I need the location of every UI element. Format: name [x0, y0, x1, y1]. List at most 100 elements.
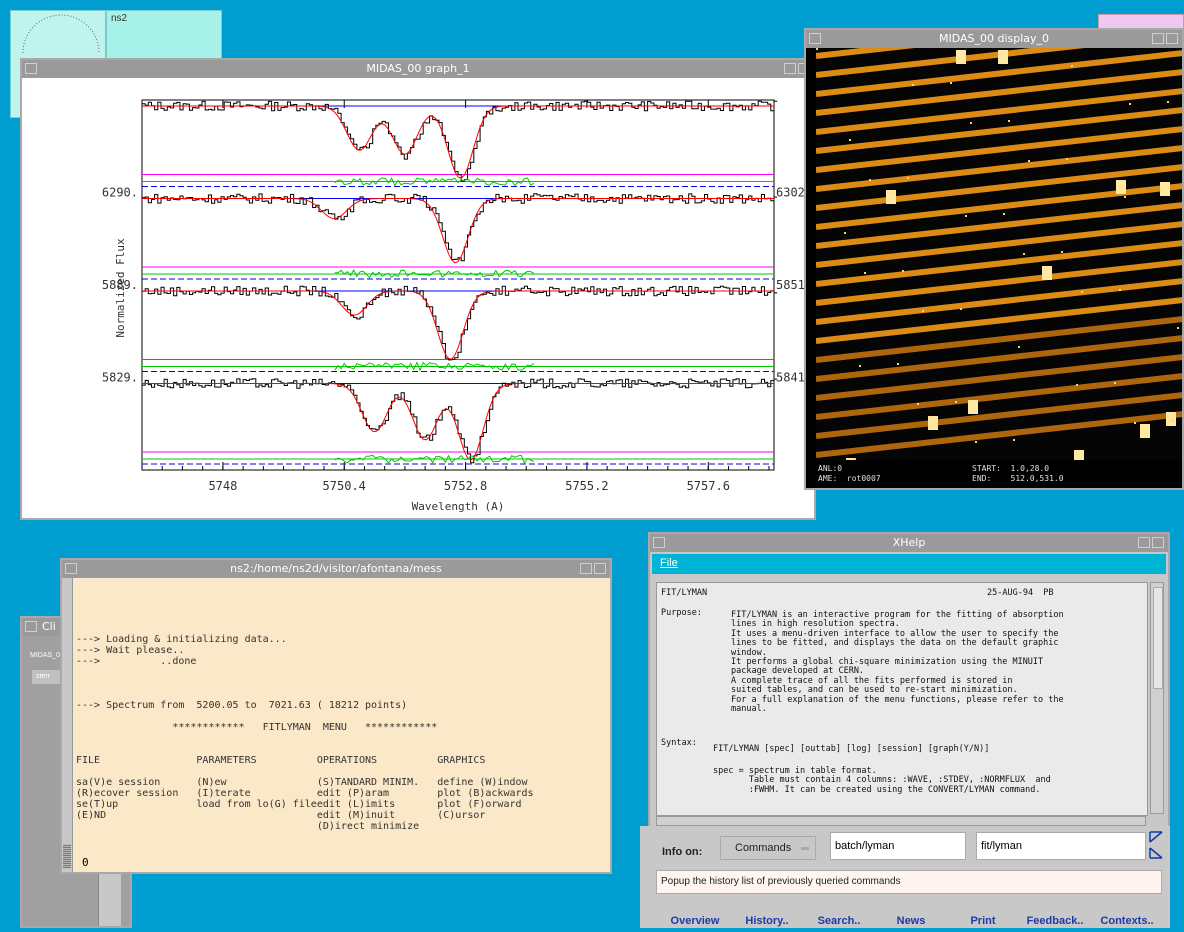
xhelp-button-search[interactable]: Search..: [817, 915, 861, 927]
terminal-cursor[interactable]: 0: [82, 856, 89, 869]
y-axis-label: Normalized Flux: [114, 238, 127, 338]
echelle-order: [816, 392, 1182, 439]
x-tick-label: 5748: [208, 479, 237, 493]
cosmic-ray-dot: [1061, 251, 1063, 253]
emission-spot: [968, 400, 978, 414]
cosmic-ray-dot: [1008, 120, 1010, 122]
terminal-line: [76, 678, 606, 689]
cosmic-ray-dot: [1172, 420, 1174, 422]
cosmic-ray-dot: [975, 441, 977, 443]
help-spec-line: :FWHM. It can be created using the CONVE…: [713, 784, 1041, 795]
graph-titlebar[interactable]: MIDAS_00 graph_1: [22, 60, 814, 78]
x-tick-label: 5757.6: [687, 479, 730, 493]
window-minimize-icon[interactable]: [1152, 33, 1164, 44]
xhelp-titlebar[interactable]: XHelp: [650, 534, 1168, 552]
terminal-line: [76, 590, 606, 601]
help-syntax-line: FIT/LYMAN [spec] [outtab] [log] [session…: [713, 744, 990, 754]
help-text-area: FIT/LYMAN 25-AUG-94 PB Purpose: FIT/LYMA…: [656, 582, 1148, 816]
emission-spot: [886, 190, 896, 204]
terminal-line: sa(V)e session (N)ew (S)TANDARD MINIM. d…: [76, 777, 528, 788]
help-spec-text: spec = spectrum in table format. Table m…: [713, 766, 1051, 795]
terminal-scroll-thumb[interactable]: [63, 844, 71, 868]
status-text: Popup the history list of previously que…: [661, 876, 901, 887]
cosmic-ray-dot: [1066, 158, 1068, 160]
xhelp-title: XHelp: [892, 536, 926, 549]
cosmic-ray-dot: [1018, 346, 1020, 348]
window-menu-icon[interactable]: [25, 63, 37, 74]
display-frame: AME: rot0007: [818, 474, 881, 483]
window-menu-icon[interactable]: [25, 621, 37, 632]
display-title: MIDAS_00 display_0: [938, 32, 1050, 45]
cosmic-ray-dot: [1003, 213, 1005, 215]
window-menu-icon[interactable]: [653, 537, 665, 548]
help-purpose-label: Purpose:: [661, 608, 702, 618]
terminal-output: ---> Loading & initializing data... ---> …: [76, 590, 606, 843]
window-minimize-icon[interactable]: [580, 563, 592, 574]
xhelp-button-print[interactable]: Print: [970, 915, 996, 927]
xhelp-bottom-panel: Info on: Commands batch/lyman fit/lyman …: [640, 826, 1170, 928]
residual-line: [334, 361, 535, 372]
help-purpose-line: suited tables, and can be used to re-sta…: [731, 685, 1018, 696]
terminal-line: [76, 689, 606, 700]
terminal-titlebar[interactable]: ns2:/home/ns2d/visitor/afontana/mess: [62, 560, 610, 578]
cosmic-ray-dot: [1023, 253, 1025, 255]
residual-line: [334, 454, 535, 465]
window-minimize-icon[interactable]: [784, 63, 796, 74]
terminal-line: [76, 766, 606, 777]
ns2-label-widget: ns2: [106, 10, 222, 60]
cosmic-ray-dot: [1071, 65, 1073, 67]
terminal-line: (D)irect minimize: [76, 821, 420, 832]
client-button[interactable]: sterr: [32, 670, 66, 684]
help-purpose-line: FIT/LYMAN is an interactive program for …: [731, 610, 1064, 620]
terminal-line: [76, 667, 606, 678]
search-input[interactable]: batch/lyman: [830, 832, 966, 860]
display-titlebar[interactable]: MIDAS_00 display_0: [806, 30, 1182, 48]
cosmic-ray-dot: [859, 365, 861, 367]
terminal-window[interactable]: ns2:/home/ns2d/visitor/afontana/mess ---…: [60, 558, 612, 874]
cosmic-ray-dot: [955, 401, 957, 403]
help-purpose-line: For a full explanation of the menu funct…: [731, 694, 1064, 705]
topic-input[interactable]: fit/lyman: [976, 832, 1146, 860]
cosmic-ray-dot: [1124, 196, 1126, 198]
terminal-line: FILE PARAMETERS OPERATIONS GRAPHICS: [76, 755, 486, 766]
help-purpose-line: A complete trace of all the fits perform…: [731, 675, 1013, 686]
help-vscroll-thumb[interactable]: [1153, 587, 1163, 689]
window-maximize-icon[interactable]: [594, 563, 606, 574]
xhelp-button-overview[interactable]: Overview: [670, 915, 720, 927]
terminal-line: (E)ND edit (M)inuit (C)ursor: [76, 810, 486, 821]
graph-window[interactable]: MIDAS_00 graph_1 5748 5750.4 5752.8 5755.2 5…: [20, 58, 816, 520]
window-menu-icon[interactable]: [809, 33, 821, 44]
xhelp-button-contexts[interactable]: Contexts..: [1100, 915, 1154, 927]
x-tick-label: 5750.4: [323, 479, 366, 493]
help-vscrollbar[interactable]: [1150, 582, 1164, 814]
client-label: MIDAS_00: [30, 652, 64, 659]
echelle-order: [816, 126, 1182, 173]
cosmic-ray-dot: [1081, 291, 1083, 293]
panel-right-label: 6302.: [776, 186, 812, 200]
window-maximize-icon[interactable]: [1152, 537, 1164, 548]
xhelp-button-history[interactable]: History..: [745, 915, 789, 927]
display-window[interactable]: MIDAS_00 display_0 ANL:0 AME: rot0007 ST…: [804, 28, 1184, 490]
menu-file[interactable]: File: [660, 557, 678, 569]
xhelp-button-feedback[interactable]: Feedback..: [1026, 915, 1084, 927]
help-purpose-line: lines in high resolution spectra.: [731, 619, 900, 630]
terminal-line: (R)ecover session (I)terate edit (P)aram…: [76, 788, 534, 799]
panel-left-label: 6290.: [102, 186, 138, 200]
help-syntax-label: Syntax:: [661, 738, 697, 748]
cosmic-ray-dot: [965, 215, 967, 217]
spectrum-fit-line: [142, 290, 774, 360]
terminal-scrollbar[interactable]: [62, 578, 73, 872]
spectrum-fit-line: [142, 105, 774, 179]
panel-right-label: 5851.: [776, 278, 812, 292]
terminal-line: [76, 601, 606, 612]
help-hscrollbar[interactable]: [656, 816, 1146, 826]
xhelp-button-news[interactable]: News: [896, 915, 926, 927]
arrows-icon[interactable]: [1148, 830, 1164, 860]
cosmic-ray-dot: [902, 270, 904, 272]
info-select[interactable]: Commands: [720, 836, 816, 860]
window-menu-icon[interactable]: [65, 563, 77, 574]
x-axis-label: Wavelength (A): [412, 500, 505, 513]
window-minimize-icon[interactable]: [1138, 537, 1150, 548]
window-maximize-icon[interactable]: [1166, 33, 1178, 44]
